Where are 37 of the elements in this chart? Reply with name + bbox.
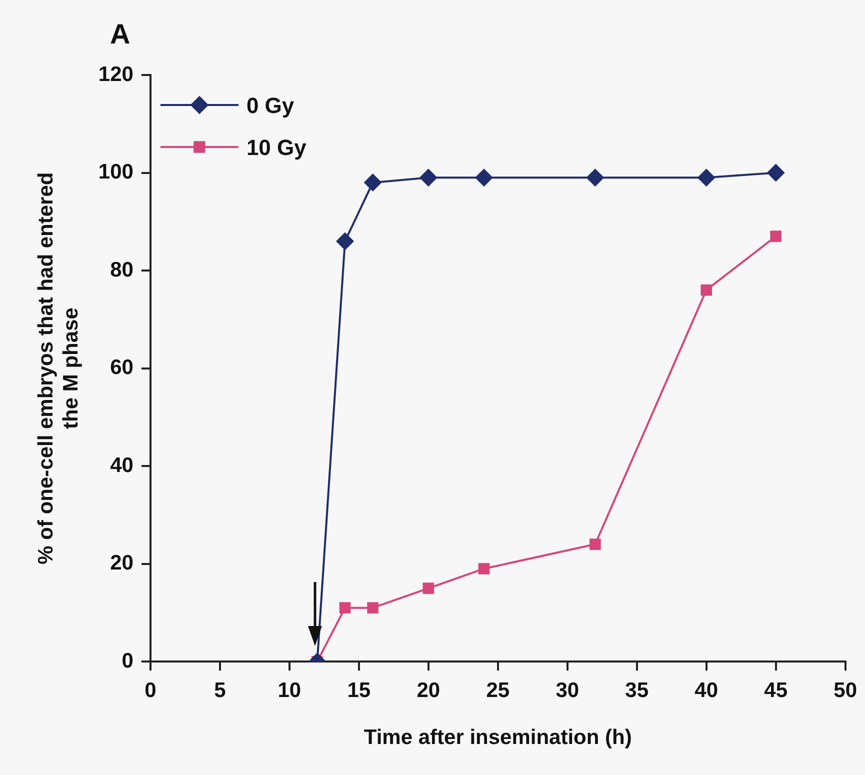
text: A [110, 18, 130, 50]
x-tick-label: 35 [625, 678, 649, 702]
y-tick-label: 60 [110, 356, 134, 380]
point [590, 538, 601, 550]
point [419, 168, 438, 187]
x-tick-label: 10 [278, 678, 302, 702]
point [478, 563, 490, 574]
point [422, 582, 434, 594]
x-tick-label: 30 [556, 678, 580, 702]
x-tick-label: 20 [416, 678, 440, 702]
point [364, 174, 382, 192]
point [770, 230, 782, 242]
x-tick-label: 0 [144, 678, 156, 702]
x-tick-label: 5 [214, 678, 226, 702]
x-axis-title: Time after insemination (h) [364, 726, 632, 750]
point [697, 168, 716, 187]
y-axis-title: % of one-cell embryos that had entered the M phase [34, 172, 83, 564]
y-tick-label: 120 [98, 62, 134, 86]
x-tick-label: 50 [834, 678, 857, 702]
point [474, 168, 493, 187]
point [367, 602, 378, 614]
y-tick-label: 80 [110, 258, 134, 282]
x-tick-label: 40 [694, 678, 718, 702]
point [336, 232, 354, 250]
legend-label: 0 Gy [246, 93, 295, 118]
x-tick-label: 25 [486, 678, 510, 702]
point [586, 168, 604, 187]
point [700, 284, 712, 296]
x-tick-label: 15 [347, 678, 371, 702]
y-tick-label: 0 [122, 649, 134, 672]
legend-label: 10 Gy [246, 135, 308, 160]
y-tick-label: 40 [110, 454, 134, 477]
y-tick-label: 20 [110, 552, 134, 575]
point [339, 602, 351, 614]
point [766, 164, 785, 182]
x-tick-label: 45 [764, 678, 788, 702]
y-tick-label: 100 [98, 160, 134, 184]
